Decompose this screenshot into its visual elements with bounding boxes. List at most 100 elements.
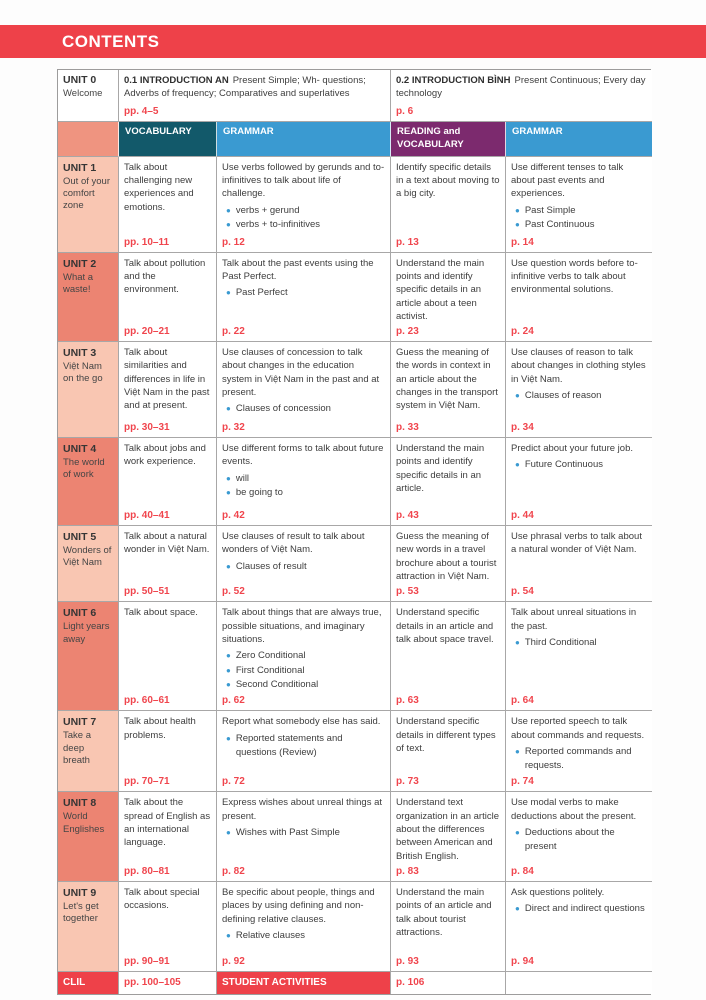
cell-description: Express wishes about unreal things at pr… bbox=[222, 797, 383, 822]
page-number: p. 13 bbox=[396, 236, 419, 248]
page-number: p. 43 bbox=[396, 510, 419, 522]
page-title: CONTENTS bbox=[62, 31, 160, 51]
bullet-list: ● Clauses of reason bbox=[511, 389, 647, 403]
header-grammar-1: GRAMMAR bbox=[217, 122, 391, 157]
bullet-text: Second Conditional bbox=[235, 678, 319, 690]
unit-label-cell: UNIT 1 Out of your comfort zone bbox=[58, 156, 119, 253]
content-cell: Talk about special occasions. pp. 90–91 bbox=[119, 881, 217, 972]
cell-description: Ask questions politely. bbox=[511, 886, 605, 898]
cell-description: Talk about health problems. bbox=[124, 716, 196, 741]
bullet-item: ● Third Conditional bbox=[511, 636, 647, 650]
content-cell: Use phrasal verbs to talk about a natura… bbox=[506, 526, 652, 603]
bullet-text: Past Simple bbox=[524, 204, 576, 216]
cell-description: Use phrasal verbs to talk about a natura… bbox=[511, 531, 642, 556]
bullet-list: ● Reported statements and questions (Revi… bbox=[222, 732, 385, 761]
unit-label-cell: UNIT 3 Việt Nam on the go bbox=[58, 342, 119, 439]
unit-row: UNIT 6 Light years away Talk about space. p… bbox=[58, 602, 652, 712]
content-cell: Understand specific details in an articl… bbox=[391, 602, 506, 712]
unit-row: UNIT 7 Take a deep breath Talk about healt… bbox=[58, 711, 652, 793]
student-activities-cell: STUDENT ACTIVITIES bbox=[217, 971, 391, 994]
contents-title-bar: CONTENTS bbox=[0, 25, 706, 58]
bullet-dot-icon: ● bbox=[515, 460, 520, 470]
unit-number: UNIT 6 bbox=[63, 607, 97, 620]
bullet-item: ● Reported statements and questions (Revi… bbox=[222, 732, 385, 761]
page-number: p. 42 bbox=[222, 510, 245, 522]
cell-description: Talk about the spread of English as an i… bbox=[124, 797, 211, 849]
unit-number: UNIT 2 bbox=[63, 257, 97, 270]
content-cell: Use clauses of concession to talk about … bbox=[217, 342, 391, 439]
cell-description: Use clauses of concession to talk about … bbox=[222, 347, 380, 398]
unit-label-cell: UNIT 2 What a waste! bbox=[58, 252, 119, 343]
bullet-text: Reported commands and requests. bbox=[524, 745, 632, 772]
bullet-dot-icon: ● bbox=[515, 746, 520, 756]
page-number: p. 83 bbox=[396, 865, 419, 877]
content-cell: Express wishes about unreal things at pr… bbox=[217, 792, 391, 882]
content-cell: Talk about health problems. pp. 70–71 bbox=[119, 711, 217, 793]
page-number: p. 33 bbox=[396, 422, 419, 434]
page-number: p. 73 bbox=[396, 776, 419, 788]
bullet-item: ● Second Conditional bbox=[222, 678, 385, 692]
bullet-list: ● Relative clauses bbox=[222, 929, 385, 943]
cell-description: Identify specific details in a text abou… bbox=[396, 161, 500, 200]
unit-title: Wonders of Việt Nam bbox=[63, 545, 112, 569]
bullet-list: ● Future Continuous bbox=[511, 458, 647, 472]
bullet-dot-icon: ● bbox=[226, 828, 231, 838]
cell-description: Use verbs followed by gerunds and to-inf… bbox=[222, 161, 385, 200]
unit-title: Light years away bbox=[63, 621, 110, 645]
header-empty-cell bbox=[58, 122, 119, 157]
bullet-dot-icon: ● bbox=[515, 219, 520, 229]
bullet-item: ● Direct and indirect questions bbox=[511, 902, 647, 916]
bullet-item: ● Wishes with Past Simple bbox=[222, 826, 385, 840]
cell-description: Use clauses of reason to talk about chan… bbox=[511, 347, 646, 385]
bullet-dot-icon: ● bbox=[226, 930, 231, 940]
content-cell: Talk about jobs and work experience. pp. … bbox=[119, 438, 217, 527]
content-cell: Talk about similarities and differences … bbox=[119, 342, 217, 439]
content-cell: Identify specific details in a text abou… bbox=[391, 156, 506, 253]
unit0-label-cell: UNIT 0 Welcome bbox=[58, 70, 119, 122]
unit-label-cell: UNIT 7 Take a deep breath bbox=[58, 711, 119, 793]
page-number: p. 74 bbox=[511, 776, 534, 788]
cell-description: Use clauses of result to talk about wond… bbox=[222, 531, 365, 556]
bullet-item: ● verbs + to-infinitives bbox=[222, 218, 385, 232]
bullet-dot-icon: ● bbox=[515, 391, 520, 400]
page-number: p. 72 bbox=[222, 776, 245, 788]
bullet-list: ● verbs + gerund ● verbs + to-infinitives bbox=[222, 204, 385, 233]
content-cell: Use clauses of result to talk about wond… bbox=[217, 526, 391, 603]
cell-description: Use different forms to talk about future… bbox=[222, 443, 384, 468]
page-number: p. 12 bbox=[222, 236, 245, 248]
content-cell: Talk about the spread of English as an i… bbox=[119, 792, 217, 882]
bullet-dot-icon: ● bbox=[226, 651, 231, 661]
bullet-item: ● Past Perfect bbox=[222, 286, 385, 300]
unit-row: UNIT 9 Let's get together Talk about speci… bbox=[58, 881, 652, 972]
cell-description: Understand the main points and identify … bbox=[396, 443, 485, 494]
cell-description: Talk about the past events using the Pas… bbox=[222, 257, 374, 282]
bullet-text: Clauses of reason bbox=[524, 390, 602, 401]
clil-row: CLIL pp. 100–105 STUDENT ACTIVITIES p. 1… bbox=[58, 971, 652, 994]
content-cell: Understand specific details in different… bbox=[391, 711, 506, 793]
intro-0-2-cell: 0.2 INTRODUCTION BÌNH Present Continuous;… bbox=[391, 70, 652, 122]
bullet-dot-icon: ● bbox=[515, 828, 520, 838]
unit-row: UNIT 4 The world of work Talk about jobs a… bbox=[58, 438, 652, 527]
bullet-text: Reported statements and questions (Revie… bbox=[235, 732, 343, 758]
bullet-text: Direct and indirect questions bbox=[524, 903, 645, 915]
content-cell: Talk about the past events using the Pas… bbox=[217, 252, 391, 343]
header-vocabulary: VOCABULARY bbox=[119, 122, 217, 157]
content-cell: Talk about things that are always true, … bbox=[217, 602, 391, 712]
page-number: p. 93 bbox=[396, 955, 419, 967]
bullet-dot-icon: ● bbox=[226, 733, 231, 743]
cell-description: Talk about special occasions. bbox=[124, 886, 200, 912]
content-cell: Talk about pollution and the environment… bbox=[119, 252, 217, 343]
content-cell: Talk about space. pp. 60–61 bbox=[119, 602, 217, 712]
cell-description: Use reported speech to talk about comman… bbox=[511, 716, 645, 741]
unit-number: UNIT 7 bbox=[63, 716, 97, 729]
bullet-text: verbs + gerund bbox=[235, 204, 300, 216]
bullet-item: ● First Conditional bbox=[222, 664, 385, 678]
page-number: pp. 10–11 bbox=[124, 236, 170, 248]
content-cell: Report what somebody else has said. ● Repo… bbox=[217, 711, 391, 793]
page-number: p. 92 bbox=[222, 955, 245, 967]
cell-description: Talk about jobs and work experience. bbox=[124, 443, 206, 468]
content-cell: Understand the main points and identify … bbox=[391, 438, 506, 527]
cell-description: Talk about unreal situations in the past… bbox=[511, 607, 637, 632]
unit-row: UNIT 5 Wonders of Việt Nam Talk about a na… bbox=[58, 526, 652, 603]
content-cell: Use different forms to talk about future… bbox=[217, 438, 391, 527]
